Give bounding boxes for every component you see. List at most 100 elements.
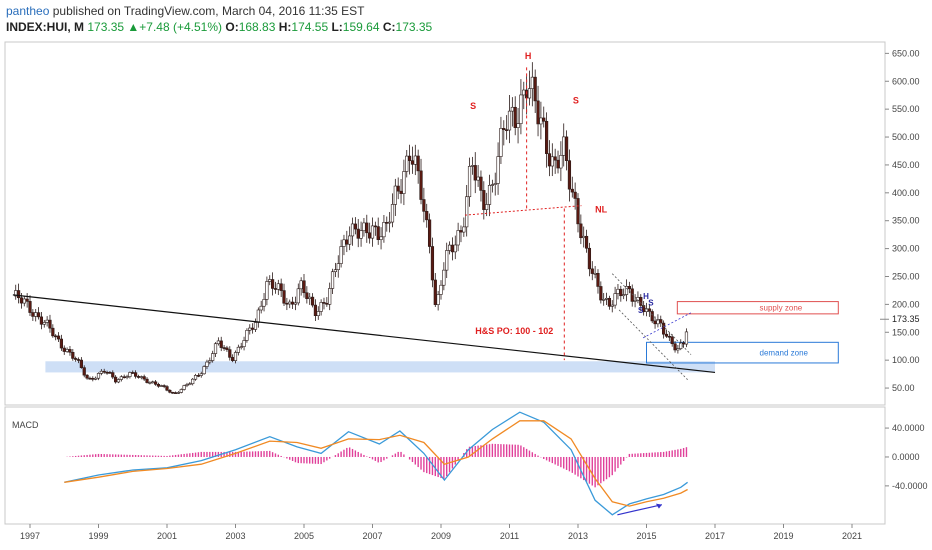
candle-body xyxy=(276,283,280,290)
candle-body xyxy=(268,279,272,282)
candle-body xyxy=(419,170,423,200)
macd-title: MACD xyxy=(12,420,39,430)
price-change: +7.48 (+4.51%) xyxy=(139,20,223,34)
price-tick-label: 450.00 xyxy=(892,160,920,170)
small-neckline xyxy=(642,312,692,339)
candle-body xyxy=(353,223,357,230)
candle-body xyxy=(42,322,46,325)
candle-body xyxy=(633,299,637,302)
candle-body xyxy=(342,239,346,247)
left-shoulder-label: S xyxy=(470,101,476,111)
candle-body xyxy=(242,340,246,347)
candle-body xyxy=(48,319,52,329)
candle-body xyxy=(162,385,166,387)
price-tick-label: 150.00 xyxy=(892,327,920,337)
candle-body xyxy=(402,171,406,194)
candle-body xyxy=(188,383,192,386)
candle-body xyxy=(662,322,666,335)
candle-body xyxy=(116,379,121,383)
candle-body xyxy=(228,349,232,358)
symbol-label: INDEX:HUI, M xyxy=(6,20,84,34)
time-tick-label: 1999 xyxy=(88,531,108,541)
low-value: 159.64 xyxy=(342,20,380,34)
time-tick-label: 2001 xyxy=(157,531,177,541)
time-tick-label: 1997 xyxy=(20,531,40,541)
candle-body xyxy=(462,226,466,233)
candle-body xyxy=(330,271,335,289)
candle-body xyxy=(225,347,229,350)
author-link[interactable]: pantheo xyxy=(6,4,50,18)
candle-body xyxy=(473,165,477,181)
candle-body xyxy=(590,268,594,274)
macd-tick-label: 0.0000 xyxy=(892,452,920,462)
candle-body xyxy=(507,110,512,131)
candle-body xyxy=(96,373,101,379)
trendline xyxy=(12,294,716,374)
candle-body xyxy=(533,76,537,102)
candle-body xyxy=(479,176,483,191)
candle-body xyxy=(450,244,455,253)
candle-body xyxy=(390,204,395,223)
candle-body xyxy=(168,389,172,393)
candle-body xyxy=(493,183,497,185)
price-tick-label: 300.00 xyxy=(892,244,920,254)
candle-body xyxy=(627,286,631,290)
candle-body xyxy=(542,117,546,122)
candle-body xyxy=(156,384,161,387)
candle-body xyxy=(582,235,586,239)
candle-body xyxy=(216,340,220,345)
candle-body xyxy=(102,370,106,373)
price-tick-label: 500.00 xyxy=(892,132,920,142)
candle-body xyxy=(408,155,412,161)
candle-body xyxy=(456,230,460,246)
time-tick-label: 2007 xyxy=(362,531,382,541)
candle-body xyxy=(108,372,112,374)
candle-body xyxy=(233,352,238,361)
candle-body xyxy=(279,283,283,291)
time-tick-label: 2017 xyxy=(705,531,725,541)
candle-body xyxy=(607,297,611,307)
candle-body xyxy=(630,288,634,302)
candle-body xyxy=(476,176,480,181)
candle-body xyxy=(436,294,440,305)
candle-body xyxy=(459,230,463,233)
candle-body xyxy=(550,156,554,167)
small-shoulder-left-label: S xyxy=(638,306,644,315)
candle-body xyxy=(439,284,443,295)
candle-body xyxy=(382,222,386,238)
symbol-line: INDEX:HUI, M 173.35 ▲+7.48 (+4.51%) O:16… xyxy=(6,19,432,35)
candle-body xyxy=(624,286,629,295)
publish-info: published on TradingView.com, March 04, … xyxy=(49,4,365,18)
candle-body xyxy=(573,191,577,199)
candle-body xyxy=(619,288,623,297)
candle-body xyxy=(290,301,295,305)
candle-body xyxy=(499,128,503,157)
signal-line xyxy=(64,420,688,507)
price-tick-label: 200.00 xyxy=(892,299,920,309)
candle-body xyxy=(670,336,674,345)
candle-body xyxy=(639,297,643,306)
neckline xyxy=(464,205,582,216)
candle-body xyxy=(373,225,377,228)
candle-body xyxy=(282,290,286,304)
candle-body xyxy=(91,378,95,380)
candle-body xyxy=(293,302,298,305)
candle-body xyxy=(487,185,492,205)
candle-body xyxy=(139,376,143,378)
price-tick-label: 650.00 xyxy=(892,48,920,58)
candle-body xyxy=(153,381,158,385)
candle-body xyxy=(122,376,126,379)
candle-body xyxy=(527,88,532,99)
candle-body xyxy=(553,156,557,161)
candle-body xyxy=(385,222,389,224)
candle-body xyxy=(99,370,103,374)
high-value: 174.55 xyxy=(291,20,329,34)
main-pane-frame xyxy=(4,41,886,406)
price-tick-label: 50.00 xyxy=(892,383,915,393)
candle-body xyxy=(173,392,178,394)
candle-body xyxy=(202,366,206,375)
candle-body xyxy=(587,247,592,270)
chart-header: pantheo published on TradingView.com, Ma… xyxy=(6,3,432,35)
candle-body xyxy=(465,196,469,228)
